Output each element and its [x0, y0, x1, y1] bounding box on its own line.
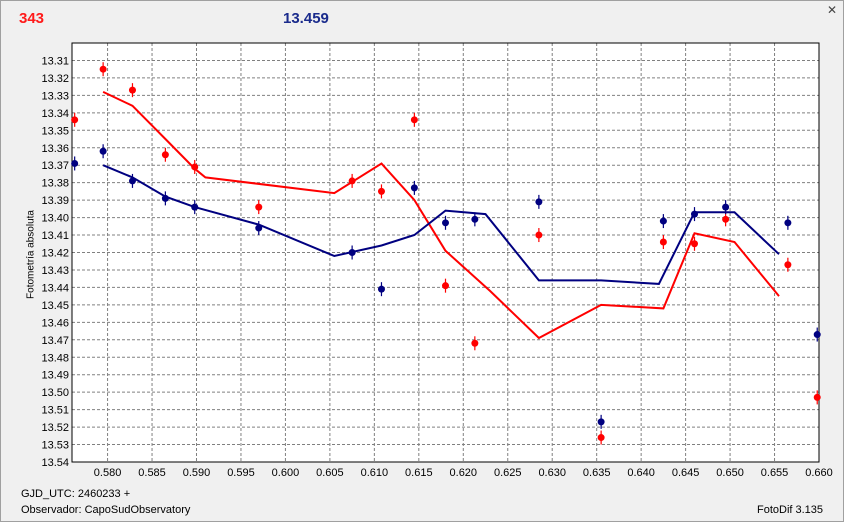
observer-label: Observador: CapoSudObservatory — [21, 504, 191, 516]
data-point — [442, 219, 449, 227]
data-point — [442, 282, 449, 290]
x-tick-label: 0.590 — [183, 467, 211, 479]
version-label: FotoDif 3.135 — [757, 504, 824, 516]
data-point — [71, 116, 79, 124]
x-tick-label: 0.595 — [227, 467, 255, 479]
y-tick-label: 13.53 — [41, 440, 69, 452]
x-tick-label: 0.580 — [94, 467, 122, 479]
y-tick-label: 13.46 — [41, 317, 69, 329]
gjd-label: GJD_UTC: 2460233 + — [21, 488, 131, 500]
data-point — [410, 184, 418, 192]
y-tick-label: 13.34 — [41, 108, 69, 120]
x-tick-label: 0.630 — [538, 467, 566, 479]
x-tick-label: 0.660 — [805, 467, 833, 479]
x-tick-label: 0.645 — [672, 467, 700, 479]
data-point — [99, 147, 107, 155]
data-point — [597, 434, 605, 442]
y-tick-label: 13.35 — [41, 125, 69, 137]
y-tick-label: 13.47 — [41, 335, 69, 347]
y-tick-label: 13.42 — [41, 248, 69, 260]
data-point — [813, 331, 821, 339]
data-point — [471, 339, 479, 347]
data-point — [348, 177, 356, 185]
y-tick-label: 13.43 — [41, 265, 69, 277]
x-tick-label: 0.640 — [627, 467, 655, 479]
data-point — [471, 215, 479, 223]
data-point — [535, 198, 543, 206]
data-point — [71, 159, 79, 167]
x-tick-label: 0.610 — [361, 467, 389, 479]
data-point — [99, 65, 107, 73]
y-tick-label: 13.51 — [41, 405, 69, 417]
data-point — [659, 238, 667, 246]
x-tick-label: 0.620 — [450, 467, 478, 479]
series-line-1 — [102, 164, 780, 285]
plot-border — [71, 42, 820, 463]
close-icon[interactable]: ✕ — [826, 3, 837, 17]
y-tick-label: 13.32 — [41, 73, 69, 85]
data-point — [535, 231, 543, 239]
y-axis-label: Fotometría absoluta — [25, 210, 37, 299]
data-point — [813, 393, 821, 401]
y-tick-label: 13.50 — [41, 387, 69, 399]
data-point — [255, 224, 263, 232]
y-tick-label: 13.38 — [41, 178, 69, 190]
data-point — [348, 249, 356, 256]
data-point — [784, 261, 792, 269]
x-tick-label: 0.625 — [494, 467, 522, 479]
y-tick-label: 13.40 — [41, 213, 69, 225]
y-tick-label: 13.33 — [41, 90, 69, 102]
data-point — [659, 217, 667, 225]
x-tick-label: 0.635 — [583, 467, 611, 479]
data-point — [191, 203, 199, 211]
x-tick-label: 0.655 — [761, 467, 789, 479]
x-tick-label: 0.600 — [272, 467, 300, 479]
magnitude-label: 13.459 — [283, 10, 329, 27]
y-tick-label: 13.44 — [41, 282, 69, 294]
y-tick-label: 13.36 — [41, 143, 69, 155]
data-point — [597, 418, 605, 426]
y-tick-label: 13.45 — [41, 300, 69, 312]
data-point — [784, 219, 792, 227]
star-id-label: 343 — [19, 10, 45, 27]
y-tick-label: 13.54 — [41, 457, 69, 469]
x-tick-label: 0.615 — [405, 467, 433, 479]
data-point — [191, 163, 199, 171]
y-tick-label: 13.48 — [41, 352, 69, 364]
x-tick-label: 0.605 — [316, 467, 344, 479]
series-line-0 — [102, 90, 780, 340]
data-point — [377, 285, 385, 293]
data-point — [410, 116, 418, 124]
data-point — [255, 203, 263, 211]
data-point — [722, 215, 730, 223]
data-point — [128, 177, 136, 185]
data-point — [691, 240, 698, 248]
y-tick-label: 13.39 — [41, 195, 69, 207]
data-point — [128, 86, 136, 94]
data-point — [691, 210, 698, 218]
y-tick-label: 13.49 — [41, 370, 69, 382]
x-tick-label: 0.585 — [138, 467, 166, 479]
y-tick-label: 13.37 — [41, 160, 69, 172]
data-point — [377, 187, 385, 195]
data-point — [161, 151, 169, 159]
data-point — [161, 194, 169, 202]
data-point — [722, 203, 730, 211]
y-tick-label: 13.31 — [41, 55, 69, 67]
y-tick-label: 13.41 — [41, 230, 69, 242]
y-tick-label: 13.52 — [41, 422, 69, 434]
x-tick-label: 0.650 — [716, 467, 744, 479]
